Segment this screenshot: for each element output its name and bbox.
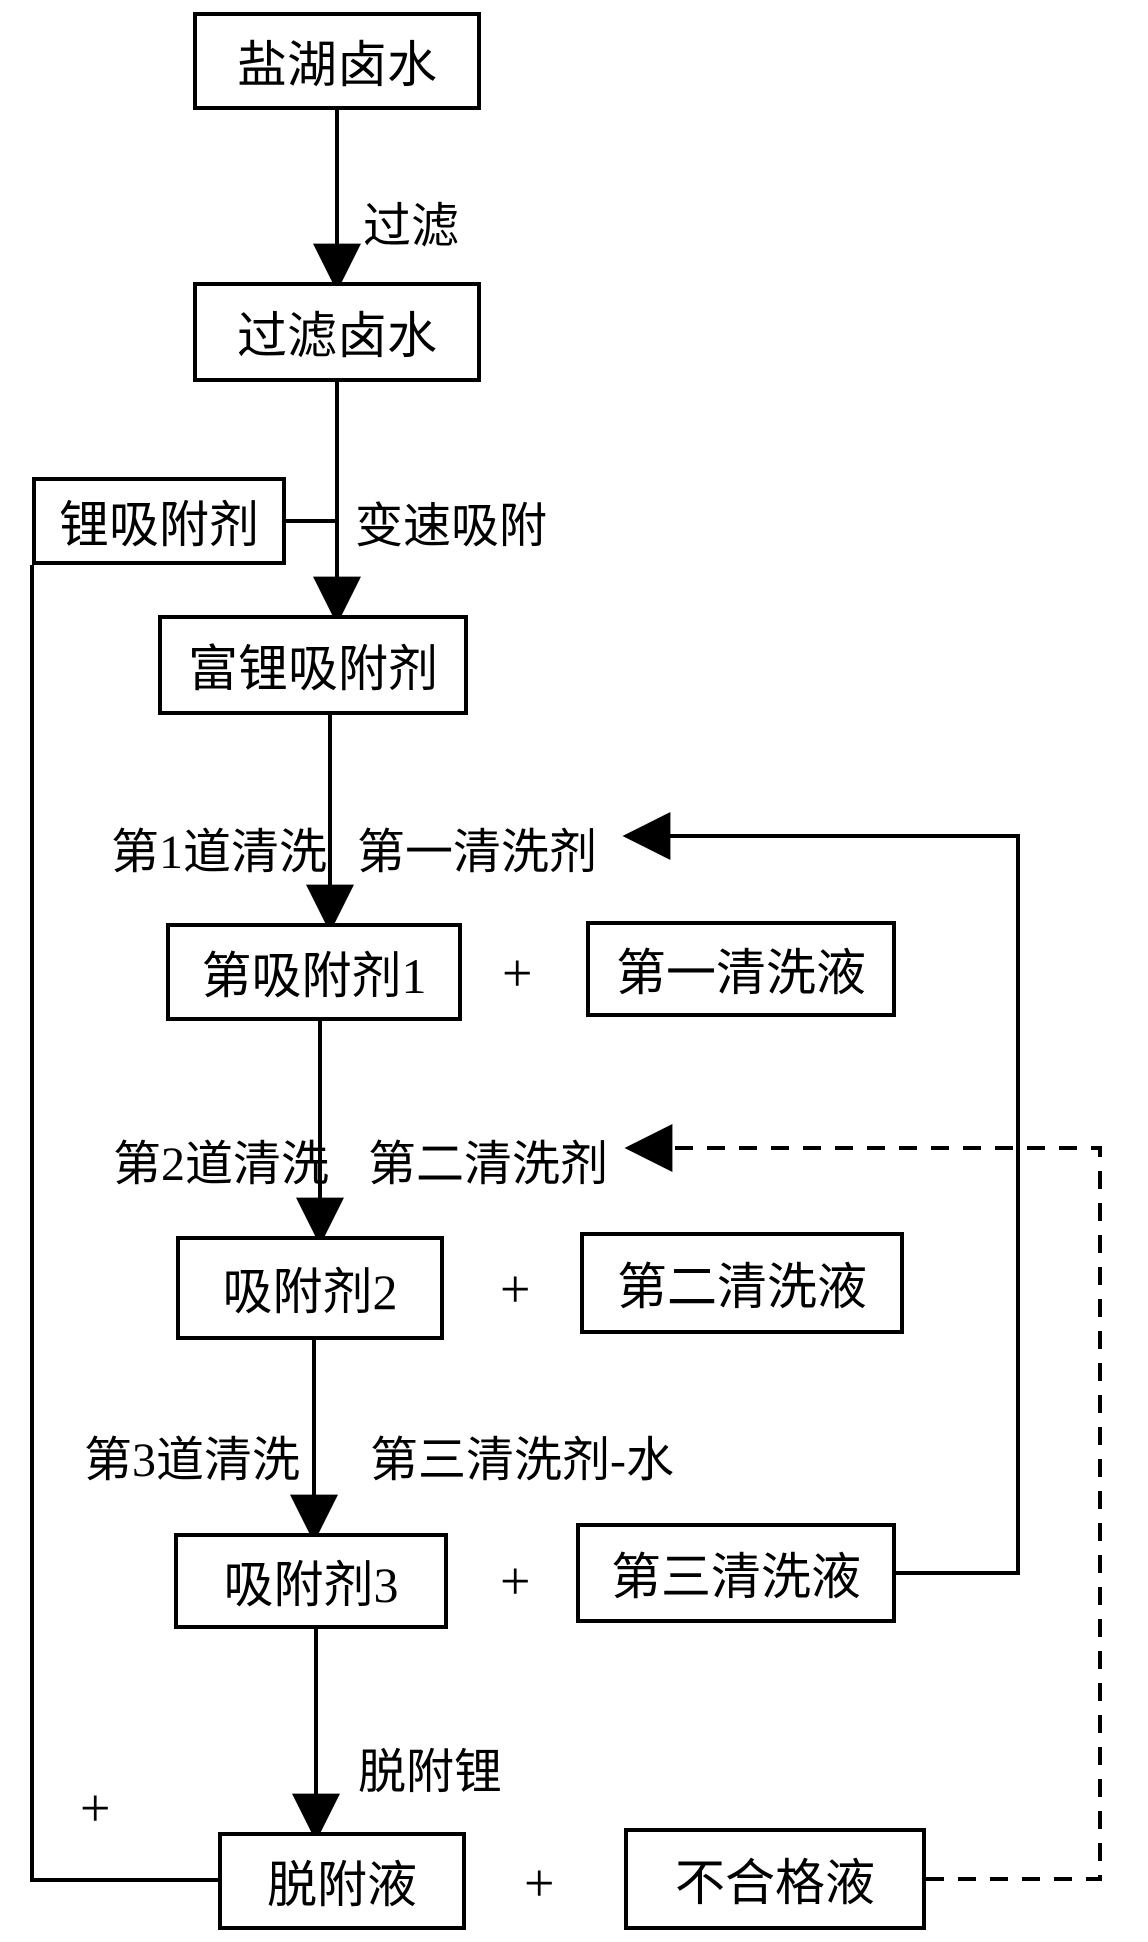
plus-mark-p4: + [524,1852,554,1914]
flow-node-n_filtered: 过滤卤水 [193,282,481,382]
flow-node-n_reject: 不合格液 [624,1828,926,1930]
flow-node-n_ads3: 吸附剂3 [174,1533,448,1629]
node-label: 不合格液 [675,1843,875,1915]
node-label: 锂吸附剂 [59,485,259,557]
edge-label-l_w3a: 第3道清洗 [84,1420,300,1490]
node-label: 第三清洗液 [611,1537,861,1609]
flow-node-n_rich: 富锂吸附剂 [158,615,468,715]
edge-label-l_filter: 过滤 [363,186,459,256]
flow-node-n_ads1: 第吸附剂1 [166,923,462,1021]
node-label: 吸附剂3 [224,1545,399,1617]
plus-mark-p5: + [80,1777,110,1839]
node-label: 第二清洗液 [617,1247,867,1319]
flow-node-n_ads2: 吸附剂2 [176,1236,444,1340]
edge-label-l_w2a: 第2道清洗 [113,1124,329,1194]
edge-label-l_w1b: 第一清洗剂 [357,812,597,882]
edge-label-l_varads: 变速吸附 [355,486,547,556]
edge-label-l_w2b: 第二清洗剂 [368,1124,608,1194]
node-label: 过滤卤水 [237,296,437,368]
edge-label-l_w3b: 第三清洗剂-水 [370,1420,674,1490]
plus-mark-p2: + [500,1258,530,1320]
node-label: 吸附剂2 [223,1252,398,1324]
node-label: 第吸附剂1 [202,936,427,1008]
edge-label-l_w1a: 第1道清洗 [111,812,327,882]
node-label: 富锂吸附剂 [188,629,438,701]
flow-node-n_start: 盐湖卤水 [193,12,481,110]
flow-node-n_wash1: 第一清洗液 [586,921,896,1017]
plus-mark-p1: + [502,942,532,1004]
edge-label-l_deli: 脱附锂 [358,1732,502,1802]
node-label: 盐湖卤水 [237,25,437,97]
flow-node-n_wash2: 第二清洗液 [580,1232,904,1334]
node-label: 第一清洗液 [616,933,866,1005]
flow-edge-fb3 [32,565,218,1880]
flow-node-n_desorb: 脱附液 [218,1832,466,1930]
flow-node-n_li_ads: 锂吸附剂 [32,477,286,565]
flow-node-n_wash3: 第三清洗液 [576,1523,896,1623]
node-label: 脱附液 [267,1845,417,1917]
plus-mark-p3: + [500,1550,530,1612]
